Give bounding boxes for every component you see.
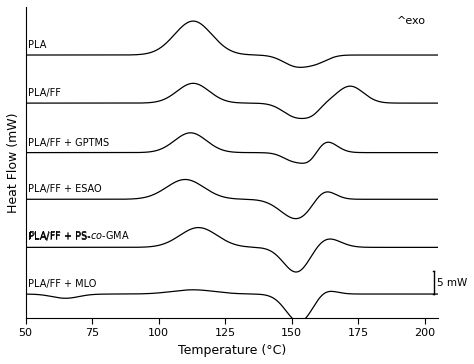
Text: PLA/FF: PLA/FF <box>28 88 61 98</box>
Text: PLA: PLA <box>28 40 46 50</box>
X-axis label: Temperature (°C): Temperature (°C) <box>178 344 286 357</box>
Text: PLA/FF + GPTMS: PLA/FF + GPTMS <box>28 138 109 147</box>
Text: PLA/FF + ESAO: PLA/FF + ESAO <box>28 184 102 194</box>
Text: ^exo: ^exo <box>397 16 426 26</box>
Text: PLA/FF + PS-: PLA/FF + PS- <box>28 232 91 242</box>
Y-axis label: Heat Flow (mW): Heat Flow (mW) <box>7 112 20 213</box>
Text: PLA/FF + MLO: PLA/FF + MLO <box>28 279 97 289</box>
Text: PLA/FF + PS-: PLA/FF + PS- <box>28 232 91 242</box>
Text: 5 mW: 5 mW <box>437 278 467 288</box>
Text: PLA/FF + PS-$\it{co}$-GMA: PLA/FF + PS-$\it{co}$-GMA <box>28 229 130 242</box>
